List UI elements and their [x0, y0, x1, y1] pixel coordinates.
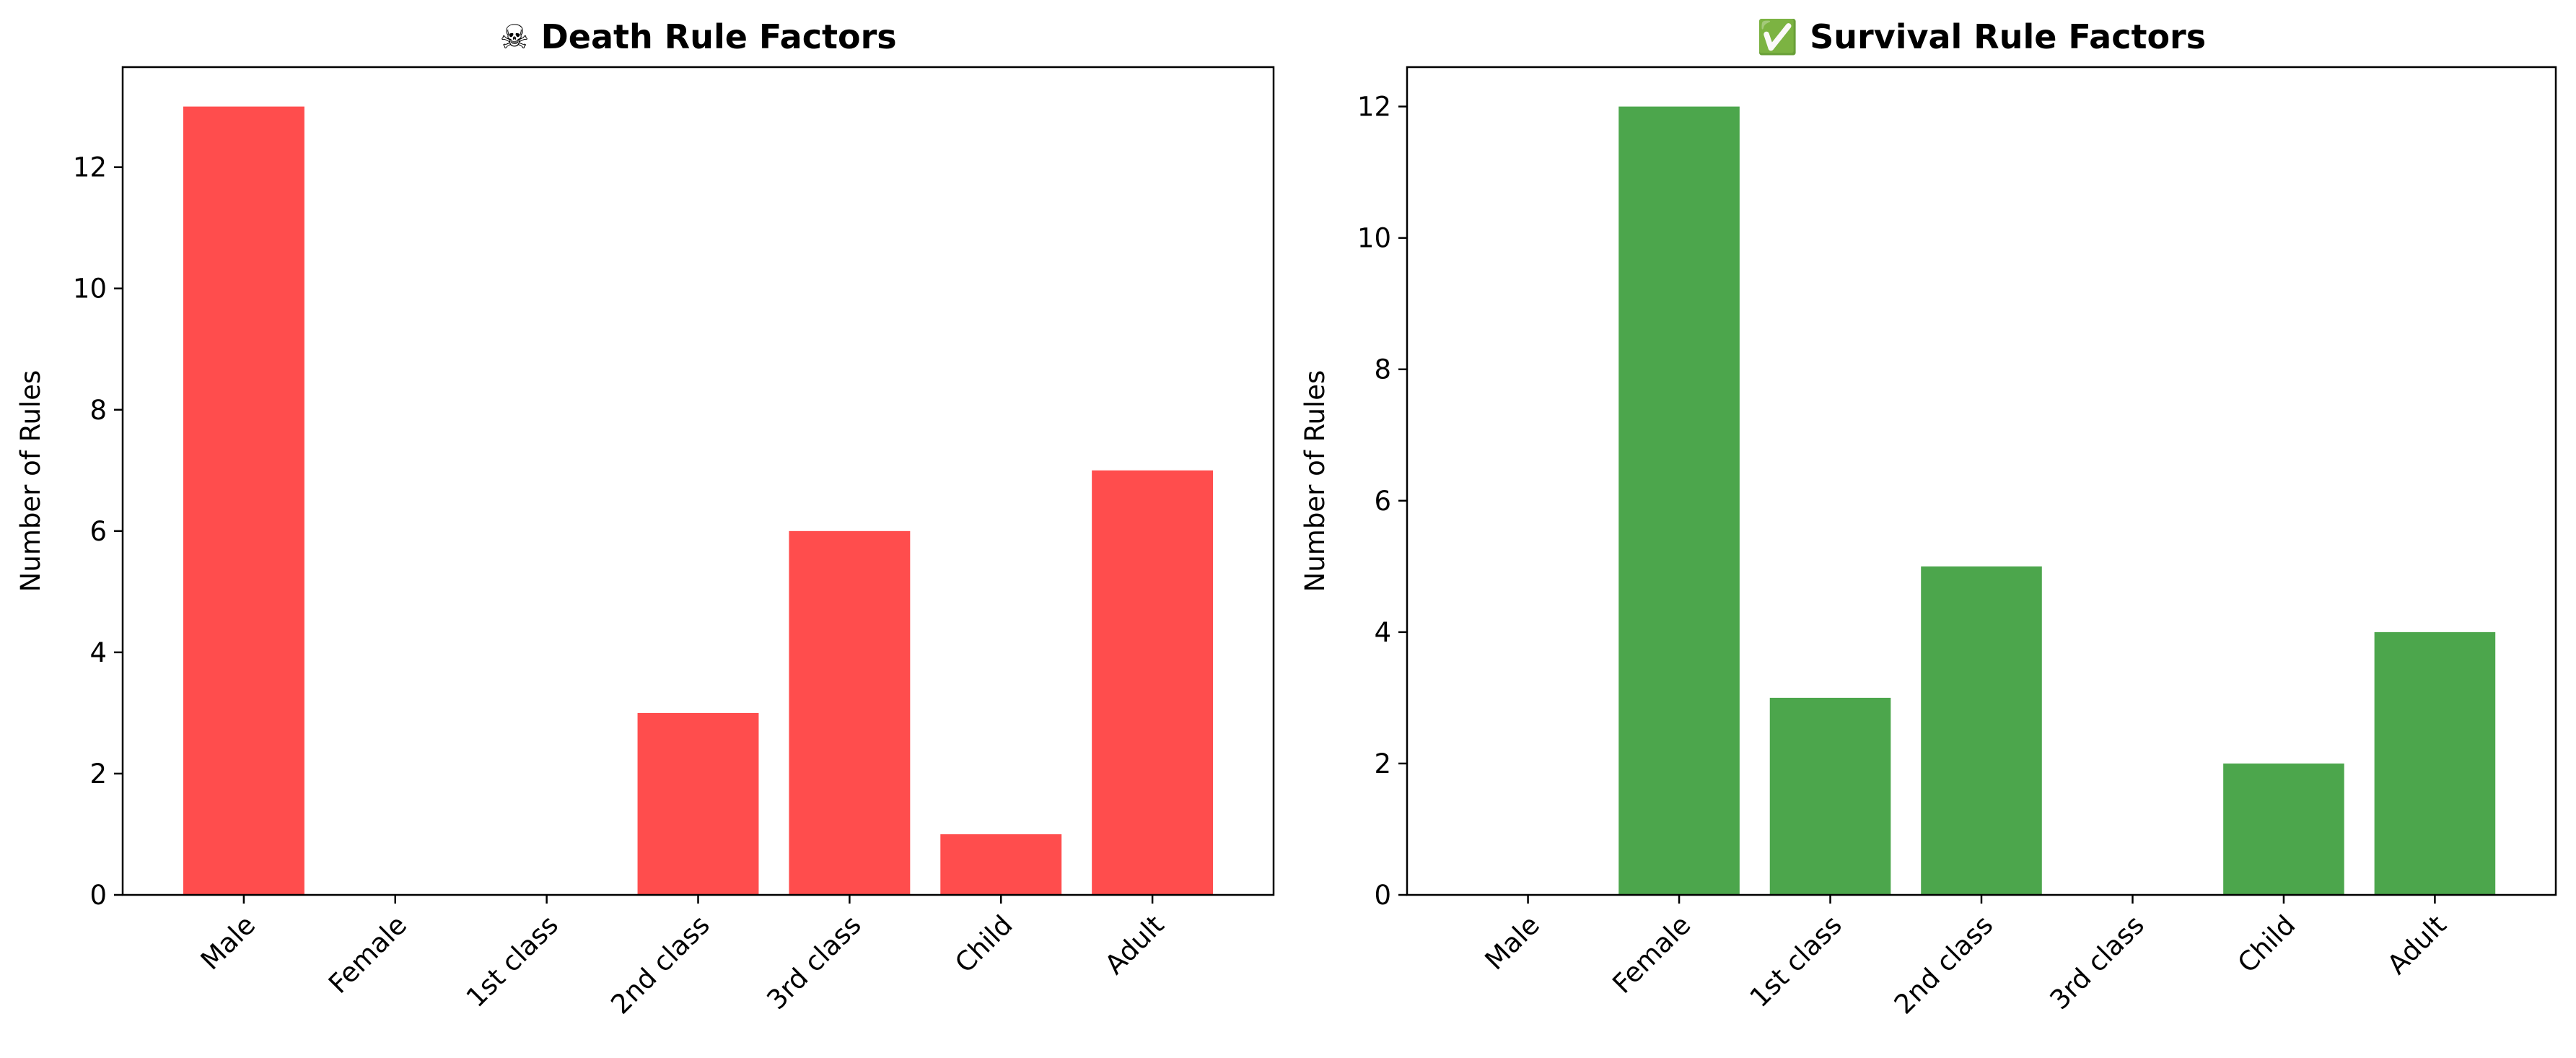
chart-2-xtick-label: 1st class	[1744, 909, 1848, 1013]
chart-2-xtick-label: 2nd class	[1888, 909, 1999, 1020]
chart-1-bar-adult	[1092, 470, 1214, 895]
chart-2-ytick-label: 4	[1374, 617, 1391, 648]
chart-1-panel: ☠ Death Rule Factors 0 2 4 6 8 10 12 Male Female 1…	[15, 17, 1275, 1020]
chart-2-ytick-label: 6	[1374, 486, 1391, 517]
chart-2-ytick-label: 8	[1374, 354, 1391, 385]
chart-2-xtick-label: 3rd class	[2044, 909, 2150, 1015]
chart-1-bar-2nd-class	[637, 712, 759, 895]
chart-1-ytick-label: 6	[89, 516, 107, 547]
chart-2-bar-1st-class	[1769, 697, 1891, 895]
chart-2-ylabel: Number of Rules	[1300, 370, 1331, 593]
chart-2-bar-female	[1618, 106, 1740, 896]
chart-2-xtick-label: Adult	[2381, 909, 2453, 981]
chart-1-ytick-label: 0	[89, 880, 107, 911]
chart-1-bar-3rd-class	[789, 530, 911, 895]
chart-2-xtick-label: Female	[1606, 909, 1696, 1000]
chart-2-ytick-label: 2	[1374, 748, 1391, 779]
chart-1-xtick-label: 3rd class	[761, 909, 867, 1015]
chart-2-bar-adult	[2374, 631, 2496, 895]
chart-1-ytick-label: 8	[89, 395, 107, 426]
chart-1-ytick-label: 12	[73, 152, 107, 183]
chart-2-bar-child	[2223, 763, 2344, 895]
chart-1-bar-child	[940, 834, 1062, 895]
chart-2-panel: ✅ Survival Rule Factors 0 2 4 6 8 10 12 Male Fema…	[1300, 17, 2557, 1020]
chart-1-xtick-label: 2nd class	[605, 909, 716, 1020]
chart-2-ytick-label: 12	[1357, 92, 1391, 123]
chart-1-bar-male	[183, 106, 305, 896]
chart-1-ytick-label: 2	[89, 758, 107, 790]
chart-1-xtick-label: Child	[949, 909, 1018, 979]
chart-1-ytick-label: 4	[89, 637, 107, 668]
chart-1-ylabel: Number of Rules	[15, 370, 46, 593]
chart-1-xtick-label: 1st class	[460, 909, 564, 1013]
chart-1-ytick-label: 10	[73, 274, 107, 305]
chart-2-ytick-label: 0	[1374, 880, 1391, 911]
chart-1-xtick-label: Male	[195, 909, 261, 976]
chart-2-ytick-label: 10	[1357, 223, 1391, 254]
chart-2-xtick-label: Male	[1479, 909, 1546, 976]
chart-1-title: ☠ Death Rule Factors	[499, 17, 896, 56]
chart-1-xtick-label: Female	[323, 909, 413, 1000]
chart-2-title: ✅ Survival Rule Factors	[1757, 17, 2206, 56]
chart-1-xtick-label: Adult	[1099, 909, 1170, 981]
chart-2-xtick-label: Child	[2232, 909, 2301, 979]
chart-2-bar-2nd-class	[1921, 566, 2042, 895]
